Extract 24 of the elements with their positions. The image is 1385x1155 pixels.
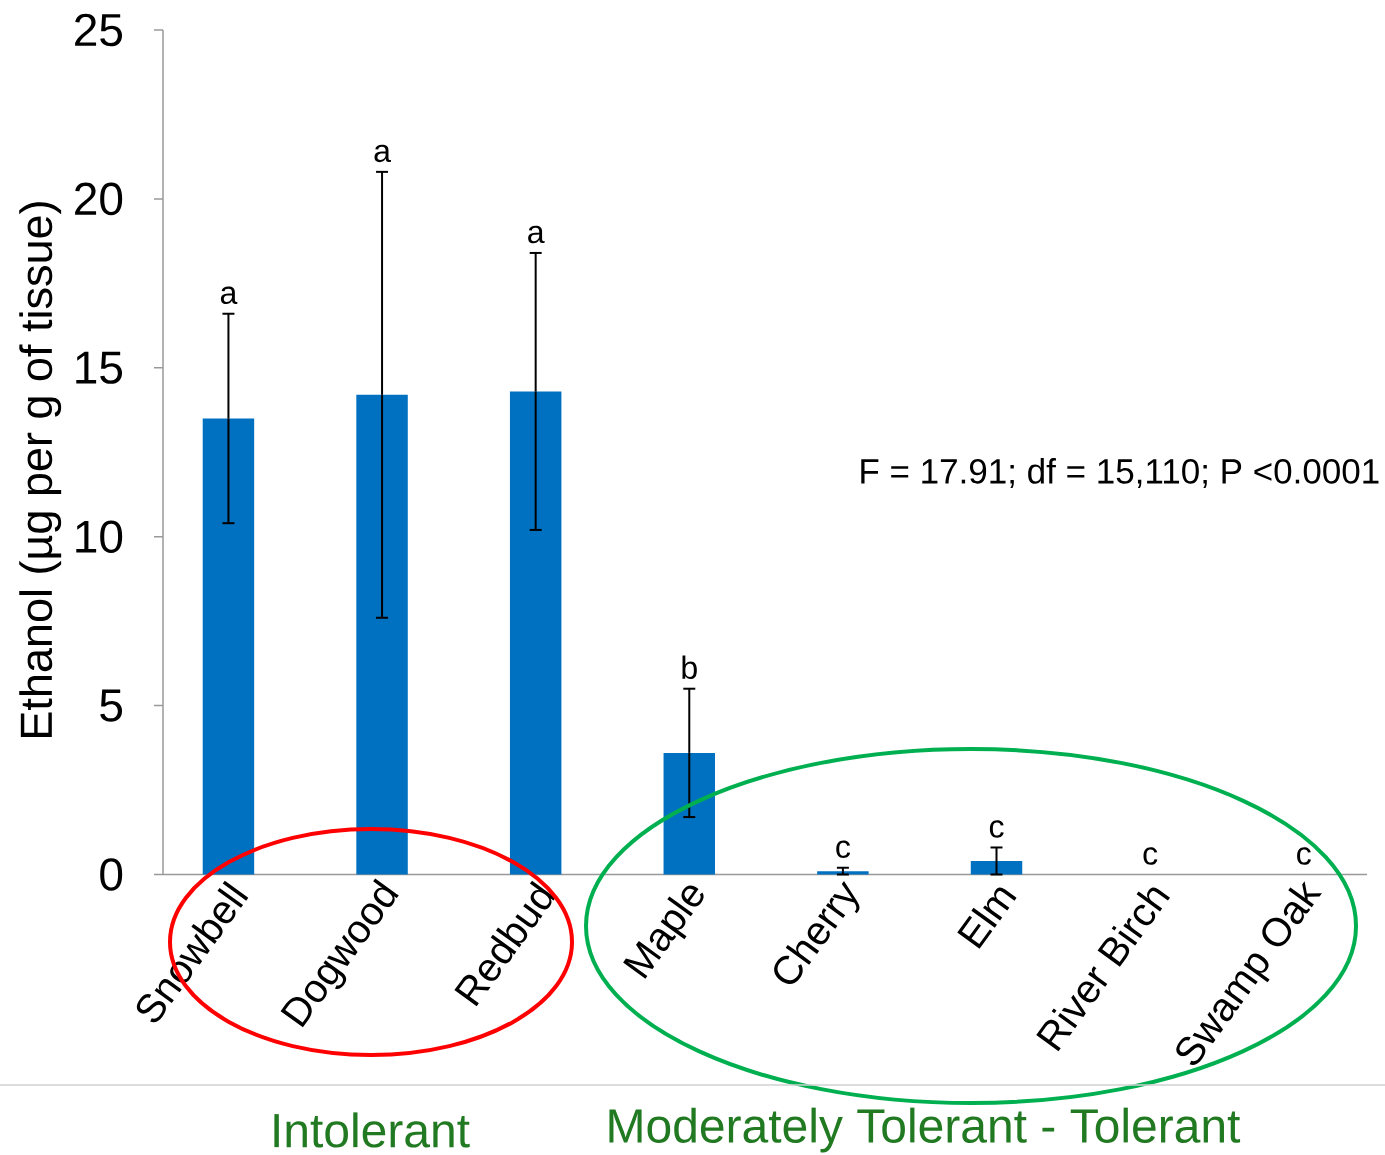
annotation: c: [836, 840, 851, 859]
y-tick-label: 25: [75, 13, 123, 47]
annotation: a: [528, 225, 545, 244]
annotation: F = 17.91; df = 15,110; P <0.0001: [861, 458, 1379, 488]
annotation: b: [682, 655, 697, 680]
text: Moderately Tolerant - Tolerant: [609, 1107, 1241, 1153]
y-axis-title: Ethanol (µg per g of tissue): [19, 202, 62, 737]
bar: [970, 860, 1023, 875]
y-tick-label: 10: [76, 520, 123, 553]
bar: [817, 871, 869, 875]
annotation: a: [220, 286, 238, 305]
bar: [509, 391, 562, 875]
annotation: c: [989, 820, 1004, 838]
annotation: c: [1143, 847, 1158, 865]
y-tick-label: 20: [75, 182, 123, 216]
y-tick-label: 5: [100, 689, 123, 722]
y-tick-label: 15: [76, 351, 123, 384]
text: Intolerant: [274, 1112, 470, 1148]
y-tick-label: 0: [100, 858, 123, 891]
bar: [356, 394, 408, 875]
x-tick-label: Elm: [957, 887, 1017, 949]
annotation: a: [374, 144, 391, 163]
annotation: c: [1297, 847, 1311, 865]
bar: [202, 418, 255, 875]
